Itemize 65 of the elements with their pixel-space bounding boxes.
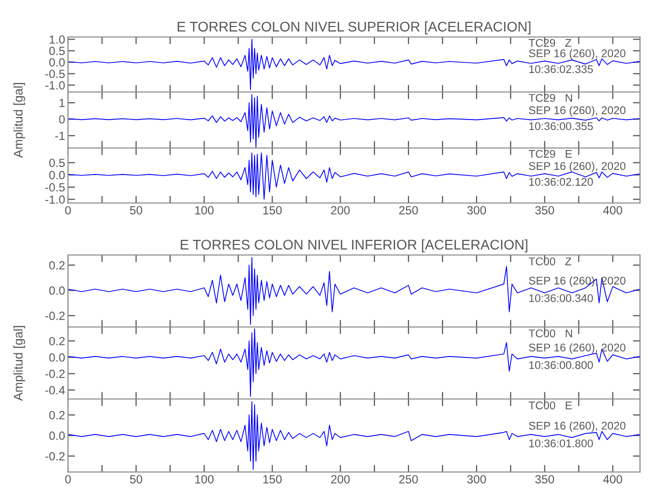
annotation: 10:36:02.120 bbox=[529, 178, 593, 186]
annotation: SEP 16 (260), 2020 bbox=[528, 162, 626, 172]
y-tick-label: -0.2 bbox=[45, 312, 65, 320]
x-tick-label: 200 bbox=[331, 475, 350, 484]
y-tick-label: 0.5 bbox=[49, 46, 65, 56]
y-tick-label: 0.0 bbox=[49, 170, 65, 180]
x-tick-label: 150 bbox=[263, 206, 282, 214]
y-tick-label: -1.0 bbox=[45, 195, 65, 204]
y-tick-label: 1 bbox=[60, 98, 65, 107]
y-tick-label: 0.0 bbox=[49, 58, 65, 67]
x-tick-label: 100 bbox=[195, 206, 214, 214]
y-tick-label: -0.5 bbox=[45, 70, 65, 78]
y-tick-label: -0.4 bbox=[45, 386, 65, 394]
annotation: SEP 16 (260), 2020 bbox=[528, 421, 626, 432]
annotation: 10:36:00.340 bbox=[529, 294, 593, 302]
x-tick-label: 0 bbox=[65, 475, 71, 484]
annotation: SEP 16 (260), 2020 bbox=[528, 343, 626, 354]
annotation: 10:36:01.800 bbox=[529, 439, 593, 448]
line-series bbox=[68, 38, 640, 90]
y-tick-label: -0.2 bbox=[45, 370, 65, 378]
annotation: 10:36:02.335 bbox=[529, 65, 593, 74]
x-tick-label: 300 bbox=[467, 475, 486, 484]
y-tick-label: -1.0 bbox=[45, 81, 65, 90]
x-tick-label: 0 bbox=[65, 206, 71, 214]
line-series bbox=[68, 257, 640, 325]
annotation: TC29 N bbox=[528, 94, 572, 102]
annotation: SEP 16 (260), 2020 bbox=[528, 49, 626, 60]
x-tick-label: 50 bbox=[130, 475, 142, 484]
y-axis-title: Amplitud [gal] bbox=[13, 326, 26, 401]
x-tick-label: 200 bbox=[331, 206, 350, 214]
line-series bbox=[68, 401, 640, 470]
y-tick-label: 0.0 bbox=[49, 432, 65, 440]
x-tick-label: 400 bbox=[603, 475, 622, 484]
annotation: TC29 Z bbox=[528, 38, 572, 47]
annotation: TC00 Z bbox=[528, 257, 572, 266]
y-tick-label: 0.0 bbox=[49, 353, 65, 362]
y-tick-label: -0.2 bbox=[45, 452, 65, 460]
y-tick-label: -1 bbox=[55, 132, 65, 140]
chart-title: E TORRES COLON NIVEL SUPERIOR [ACELERACION] bbox=[178, 21, 530, 34]
y-tick-label: 0.2 bbox=[49, 336, 65, 346]
x-tick-label: 50 bbox=[130, 206, 142, 214]
annotation: TC29 E bbox=[528, 150, 572, 158]
annotation: 10:36:00.800 bbox=[529, 361, 593, 370]
y-tick-label: 0.0 bbox=[49, 286, 65, 295]
x-tick-label: 350 bbox=[535, 475, 554, 484]
x-tick-label: 100 bbox=[195, 475, 214, 484]
y-tick-label: 0.2 bbox=[49, 261, 65, 270]
x-tick-label: 150 bbox=[263, 475, 282, 484]
y-tick-label: 0.5 bbox=[49, 158, 65, 168]
annotation: SEP 16 (260), 2020 bbox=[528, 106, 626, 116]
x-tick-label: 250 bbox=[399, 475, 418, 484]
line-series bbox=[68, 152, 640, 200]
annotation: 10:36:00.355 bbox=[529, 122, 593, 130]
x-tick-label: 300 bbox=[467, 206, 486, 214]
x-tick-label: 250 bbox=[399, 206, 418, 214]
x-tick-label: 350 bbox=[535, 206, 554, 214]
y-tick-label: 0.2 bbox=[49, 410, 65, 420]
x-tick-label: 400 bbox=[603, 206, 622, 214]
y-tick-label: 1.0 bbox=[50, 35, 65, 44]
chart-title: E TORRES COLON NIVEL INFERIOR [ACELERACION] bbox=[180, 239, 528, 252]
y-tick-label: 0 bbox=[59, 115, 65, 124]
y-tick-label: -0.5 bbox=[45, 183, 65, 192]
annotation: TC00 N bbox=[528, 329, 572, 338]
annotation: TC00 E bbox=[528, 401, 572, 410]
y-axis-title: Amplitud [gal] bbox=[13, 83, 26, 158]
